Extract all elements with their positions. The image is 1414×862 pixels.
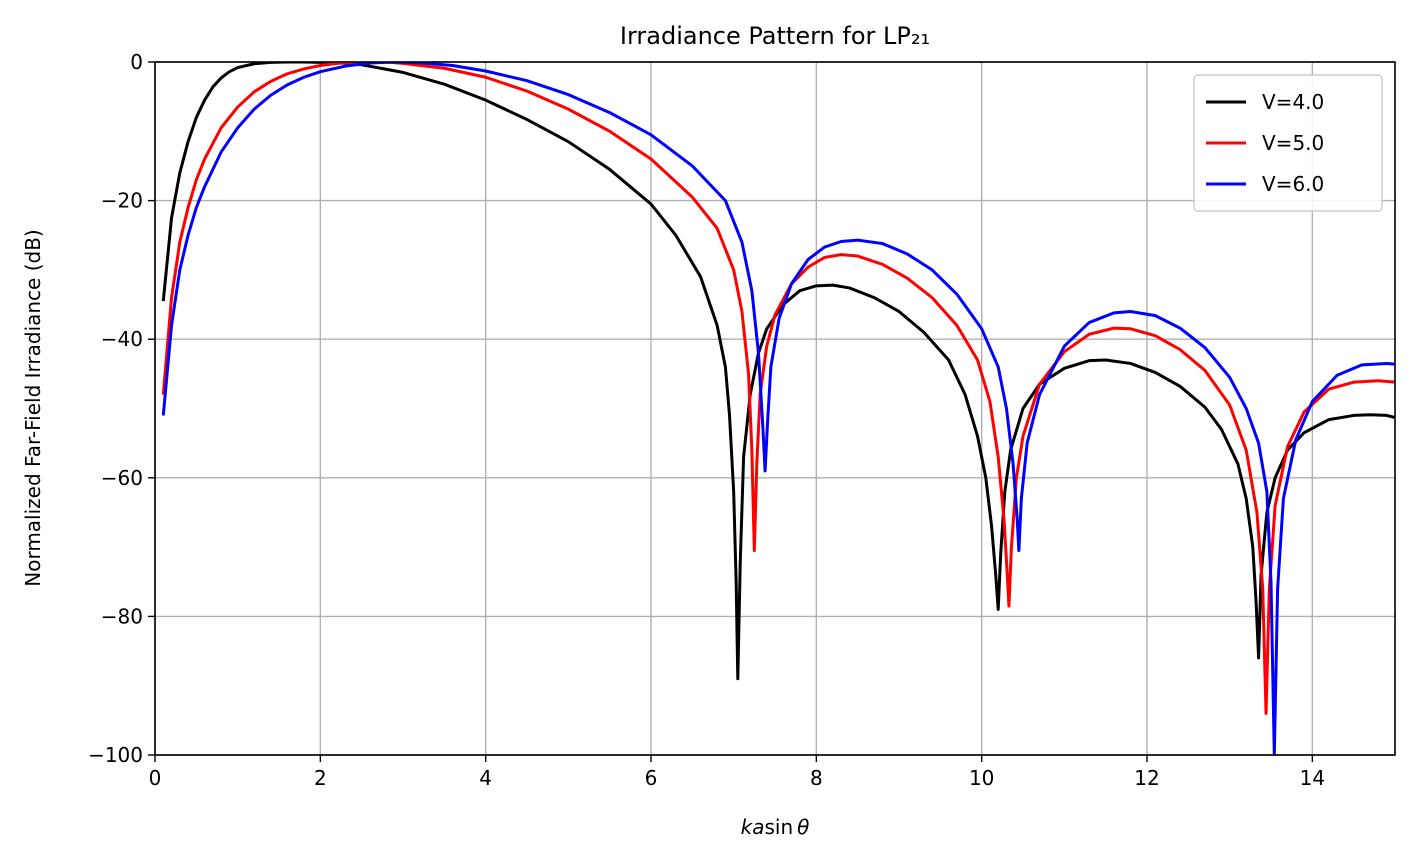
legend: V=4.0 V=5.0 V=6.0 [1193,74,1383,212]
plot-frame [154,61,1396,756]
y-tick-label: −40 [101,327,143,351]
legend-label: V=5.0 [1262,131,1324,155]
y-axis-label: Normalized Far-Field Irradiance (dB) [21,229,45,587]
y-tick-label: −20 [101,189,143,213]
y-tick-label: −80 [101,604,143,628]
series-line-3 [161,62,1395,755]
x-tick-label: 10 [969,766,994,790]
x-tick-label: 8 [810,766,823,790]
legend-box [1193,74,1383,212]
x-tick-label: 4 [479,766,492,790]
x-tick-label: 2 [314,766,327,790]
x-axis-label: kasin θ [741,815,810,839]
legend-label: V=6.0 [1262,172,1324,196]
chart-title: Irradiance Pattern for LP₂₁ [620,22,930,50]
y-tick-label: −60 [101,466,143,490]
legend-label: V=4.0 [1262,90,1324,114]
x-tick-label: 12 [1134,766,1159,790]
y-tick-label: −100 [88,743,143,767]
x-tick-label: 14 [1300,766,1325,790]
series-line-2 [161,62,1395,715]
axis-ticks: 0 2 4 6 8 10 12 14 0 −20 −40 −60 −80 −100 [88,50,1325,790]
x-tick-label: 6 [645,766,658,790]
y-tick-label: 0 [130,50,143,74]
x-tick-label: 0 [149,766,162,790]
